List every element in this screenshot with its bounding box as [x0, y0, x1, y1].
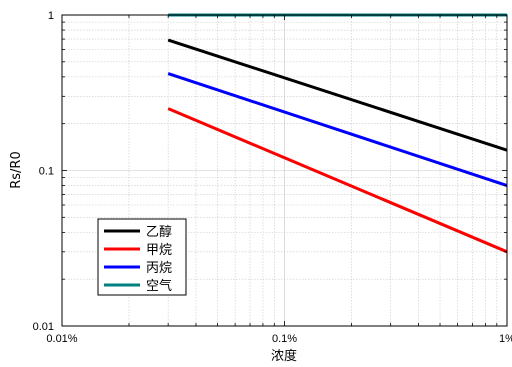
- series-line: [167, 38, 508, 152]
- x-tick-label: 0.01%: [46, 333, 77, 345]
- series-line: [167, 72, 508, 187]
- y-axis-title: Rs/R0: [9, 151, 24, 189]
- x-tick-label: 0.1%: [272, 333, 297, 345]
- legend-label: 甲烷: [146, 243, 172, 258]
- legend-label: 乙醇: [146, 224, 172, 240]
- y-axis-title-text: Rs/R0: [9, 151, 24, 189]
- x-tick-labels: 0.01% 0.1% 1%: [46, 333, 512, 345]
- y-tick-label: 0.1: [39, 166, 54, 178]
- y-tick-label: 0.01: [33, 321, 54, 333]
- legend-label: 丙烷: [146, 261, 172, 276]
- axis-ticks: [62, 15, 507, 326]
- y-tick-labels: 0.01 0.1 1: [33, 10, 54, 333]
- series-lines: [167, 13, 508, 254]
- series-line: [167, 107, 508, 254]
- legend-label: 空气: [146, 278, 172, 294]
- x-axis-title: 浓度: [271, 348, 297, 364]
- grid: [62, 15, 507, 326]
- y-tick-label: 1: [48, 10, 54, 22]
- svg-text:Rs/R0: Rs/R0: [9, 151, 24, 189]
- x-tick-label: 1%: [499, 333, 512, 345]
